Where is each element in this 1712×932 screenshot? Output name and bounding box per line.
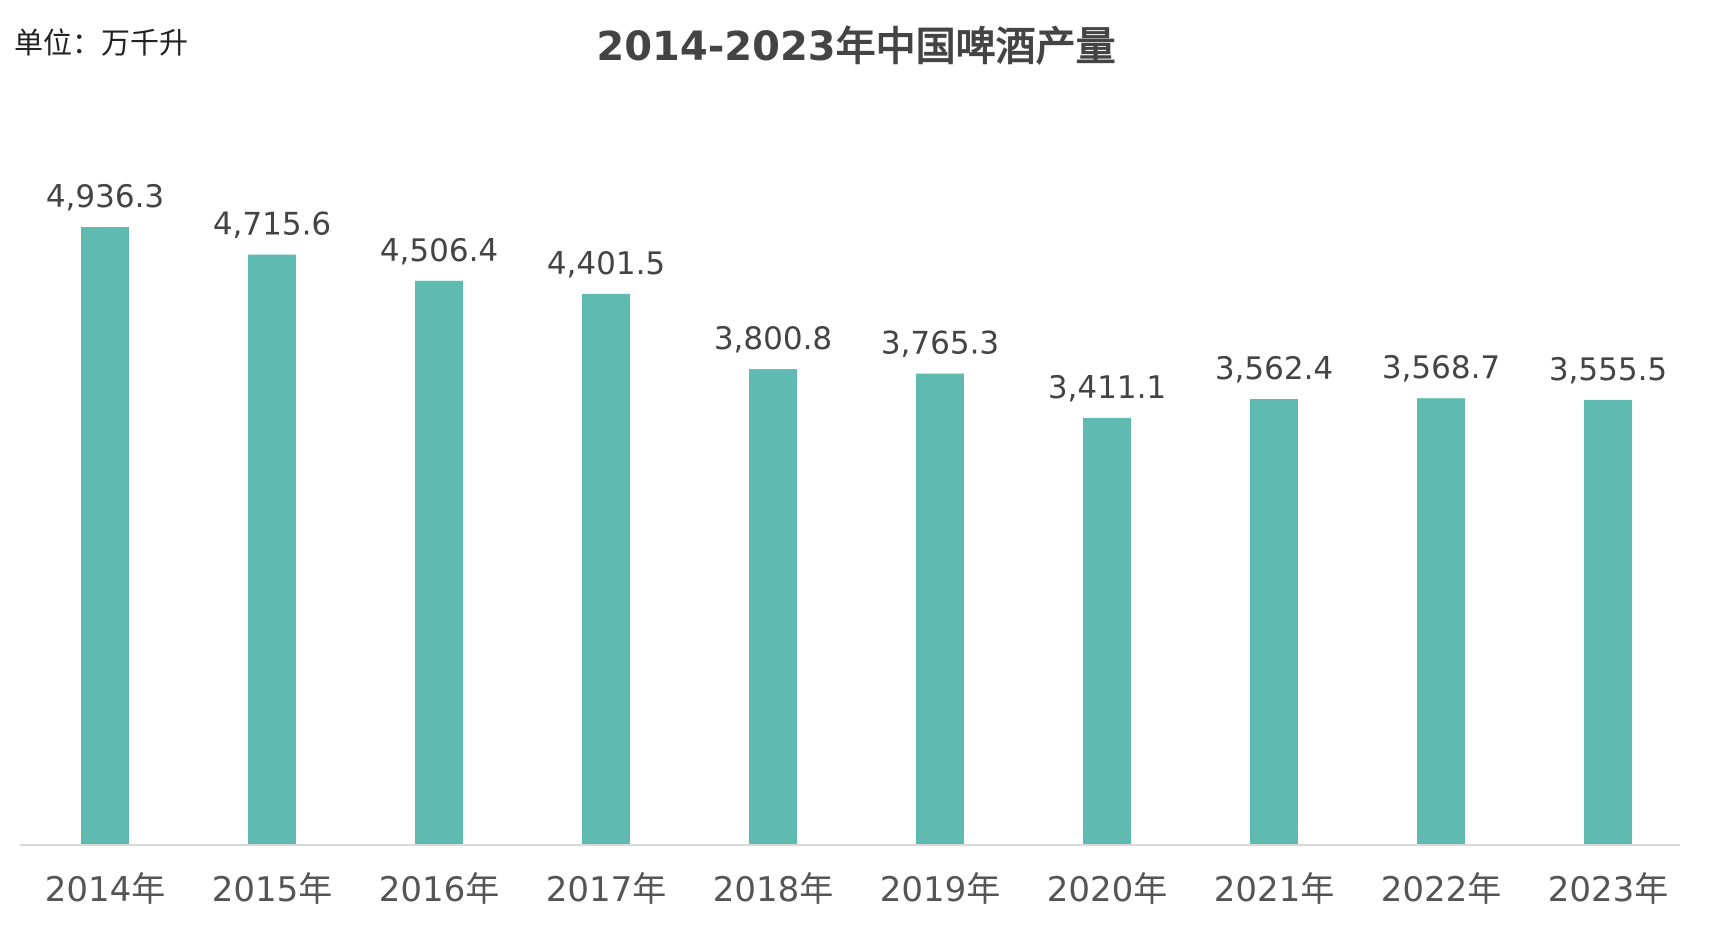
x-tick-label-1: 2014年 [45, 870, 166, 910]
x-tick-label-10: 2023年 [1548, 870, 1669, 910]
bar-value-label-2: 4,715.6 [213, 207, 331, 243]
x-tick-labels-layer: 2014年 2015年 2016年 2017年 2018年 2019年 2020年 2021年… [45, 870, 1669, 910]
bar-2 [248, 254, 296, 846]
value-labels-layer: 4,936.3 4,715.6 4,506.4 4,401.5 3,800.8 3,765… [46, 179, 1667, 406]
bar-value-label-1: 4,936.3 [46, 179, 164, 215]
bar-5 [749, 369, 797, 845]
bar-value-label-10: 3,555.5 [1549, 352, 1667, 388]
chart-title: 2014-2023年中国啤酒产量 [596, 24, 1116, 70]
bar-3 [415, 280, 463, 845]
bar-7 [1083, 417, 1131, 845]
x-tick-label-2: 2015年 [212, 870, 333, 910]
bar-4 [582, 293, 630, 845]
bar-10 [1584, 399, 1632, 845]
bar-value-label-4: 4,401.5 [547, 246, 665, 282]
x-tick-label-8: 2021年 [1214, 870, 1335, 910]
bar-1 [81, 227, 129, 845]
x-tick-label-7: 2020年 [1047, 870, 1168, 910]
bar-value-label-8: 3,562.4 [1215, 351, 1333, 387]
bar-value-label-5: 3,800.8 [714, 321, 832, 357]
unit-label: 单位：万千升 [14, 26, 189, 60]
x-tick-label-4: 2017年 [546, 870, 667, 910]
bars-layer [81, 227, 1632, 846]
x-tick-label-5: 2018年 [713, 870, 834, 910]
bar-value-label-6: 3,765.3 [881, 326, 999, 362]
bar-9 [1417, 398, 1465, 845]
bar-value-label-3: 4,506.4 [380, 233, 498, 269]
x-tick-label-6: 2019年 [880, 870, 1001, 910]
x-tick-label-3: 2016年 [379, 870, 500, 910]
x-tick-label-9: 2022年 [1381, 870, 1502, 910]
bar-6 [916, 373, 964, 845]
bar-value-label-7: 3,411.1 [1048, 370, 1166, 406]
bar-value-label-9: 3,568.7 [1382, 350, 1500, 386]
bar-8 [1250, 399, 1298, 845]
